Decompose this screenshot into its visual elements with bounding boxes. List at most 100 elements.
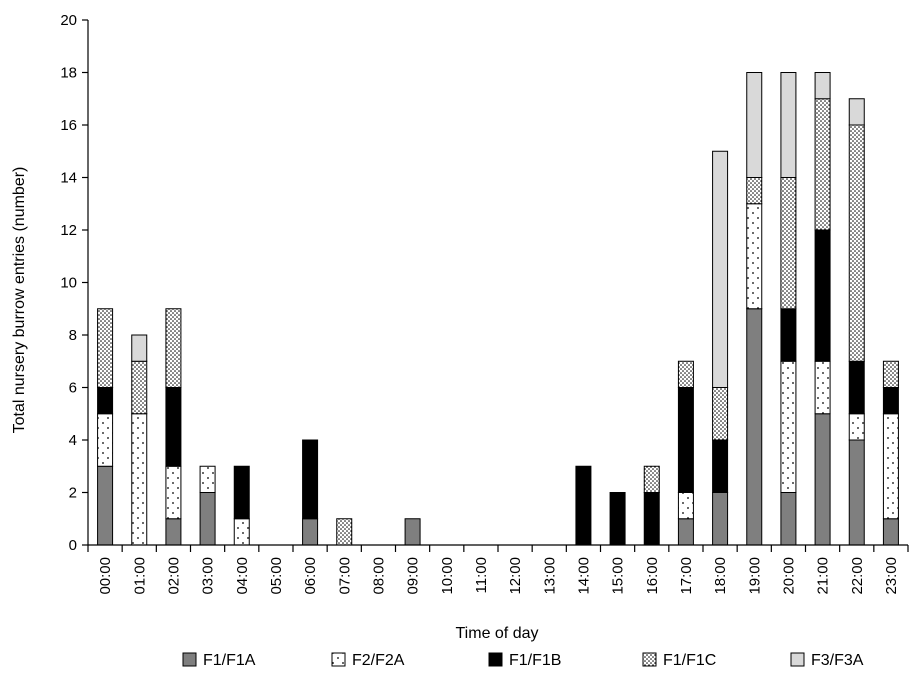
x-tick-label: 03:00 — [200, 557, 217, 595]
bar-segment — [336, 518, 353, 546]
bar-segment — [882, 360, 899, 388]
x-tick-label: 10:00 — [439, 557, 456, 595]
legend: F1/F1A F2/F2A F1/F1B F1/F1C F3/F3A — [182, 652, 864, 669]
x-tick-label: 19:00 — [746, 557, 763, 595]
x-tick-label: 07:00 — [336, 557, 353, 595]
bar-segment — [746, 177, 763, 205]
bar-segment — [97, 465, 114, 546]
bar-segment — [882, 413, 899, 520]
bar-segment — [780, 492, 797, 546]
y-tick-label: 6 — [69, 380, 77, 397]
bar-segment — [609, 492, 626, 546]
bar-segment — [165, 465, 182, 520]
bar-segment — [97, 413, 114, 467]
x-tick-label: 13:00 — [541, 557, 558, 595]
y-tick-label: 14 — [60, 170, 77, 187]
bar-segment — [848, 360, 865, 415]
x-tick-label: 00:00 — [97, 557, 114, 595]
bar-segment — [712, 387, 729, 441]
legend-label: F2/F2A — [352, 652, 405, 669]
x-tick-label: 01:00 — [131, 557, 148, 595]
x-tick-label: 05:00 — [268, 557, 285, 595]
bar-segment — [882, 518, 899, 546]
bar-segment — [97, 308, 114, 388]
bar-segment — [780, 72, 797, 178]
bar-segment — [643, 492, 660, 546]
x-tick-label: 02:00 — [165, 557, 182, 595]
bar-segment — [404, 518, 421, 546]
x-tick-label: 09:00 — [405, 557, 422, 595]
bar-segment — [746, 72, 763, 178]
x-tick-label: 23:00 — [883, 557, 900, 595]
bar-segment — [233, 518, 250, 546]
bar-segment — [131, 413, 148, 546]
x-tick-label: 08:00 — [370, 557, 387, 595]
legend-label: F1/F1C — [663, 652, 716, 669]
x-tick-label: 21:00 — [815, 557, 832, 595]
bar-segment — [199, 492, 216, 546]
y-tick-label: 8 — [69, 327, 77, 344]
legend-label: F3/F3A — [811, 652, 864, 669]
bar-segment — [165, 308, 182, 388]
y-tick-label: 4 — [69, 432, 77, 449]
bar-segment — [712, 150, 729, 388]
y-tick-label: 12 — [60, 222, 77, 239]
bar-segment — [712, 439, 729, 493]
bar-segment — [848, 124, 865, 362]
bar-segment — [746, 203, 763, 310]
bar-segment — [677, 360, 694, 388]
legend-swatch — [790, 652, 805, 667]
bar-segment — [814, 413, 831, 546]
y-tick-label: 2 — [69, 485, 77, 502]
x-ticks: 00:00 01:00 02:00 03:00 04:00 05:00 06:00 07:00… — [87, 545, 909, 595]
bar-segment — [814, 98, 831, 231]
legend-swatch — [182, 652, 197, 667]
bar-segment — [814, 229, 831, 362]
bar-segment — [131, 360, 148, 415]
bar-segment — [302, 518, 319, 546]
bar-segment — [746, 308, 763, 546]
y-ticks: 0 2 4 6 8 10 12 14 16 18 20 — [60, 12, 88, 554]
x-tick-label: 18:00 — [712, 557, 729, 595]
y-tick-label: 0 — [69, 537, 77, 554]
bar-segment — [848, 98, 865, 126]
bar-segment — [199, 465, 216, 493]
bar-segment — [712, 492, 729, 546]
bar-segment — [165, 518, 182, 546]
y-tick-label: 20 — [60, 12, 77, 29]
x-tick-label: 06:00 — [302, 557, 319, 595]
bar-segment — [643, 465, 660, 493]
y-axis-title: Total nursery burrow entries (number) — [11, 167, 28, 434]
bar-segment — [814, 360, 831, 415]
x-tick-label: 04:00 — [234, 557, 251, 595]
bar-segment — [131, 334, 148, 362]
bar-segment — [97, 387, 114, 415]
bar-segment — [677, 387, 694, 493]
bar-segment — [848, 413, 865, 441]
x-tick-label: 12:00 — [507, 557, 524, 595]
x-tick-label: 11:00 — [473, 557, 490, 593]
x-tick-label: 20:00 — [780, 557, 797, 595]
legend-label: F1/F1A — [203, 652, 256, 669]
bar-segment — [677, 518, 694, 546]
x-tick-label: 15:00 — [610, 557, 627, 595]
bar-segment — [302, 439, 319, 520]
bar-segment — [780, 308, 797, 362]
legend-swatch — [642, 652, 657, 667]
bar-segment — [780, 360, 797, 493]
legend-label: F1/F1B — [509, 652, 561, 669]
x-axis-title: Time of day — [456, 625, 539, 642]
x-tick-label: 14:00 — [575, 557, 592, 595]
bar-segment — [233, 465, 250, 520]
y-tick-label: 18 — [60, 65, 77, 82]
bar-segment — [848, 439, 865, 546]
x-tick-label: 17:00 — [678, 557, 695, 595]
x-tick-label: 22:00 — [849, 557, 866, 595]
bar-segment — [780, 177, 797, 310]
bar-segment — [165, 387, 182, 467]
x-tick-label: 16:00 — [644, 557, 661, 595]
bars-layer — [97, 72, 899, 546]
bar-segment — [814, 72, 831, 100]
legend-swatch — [488, 652, 503, 667]
